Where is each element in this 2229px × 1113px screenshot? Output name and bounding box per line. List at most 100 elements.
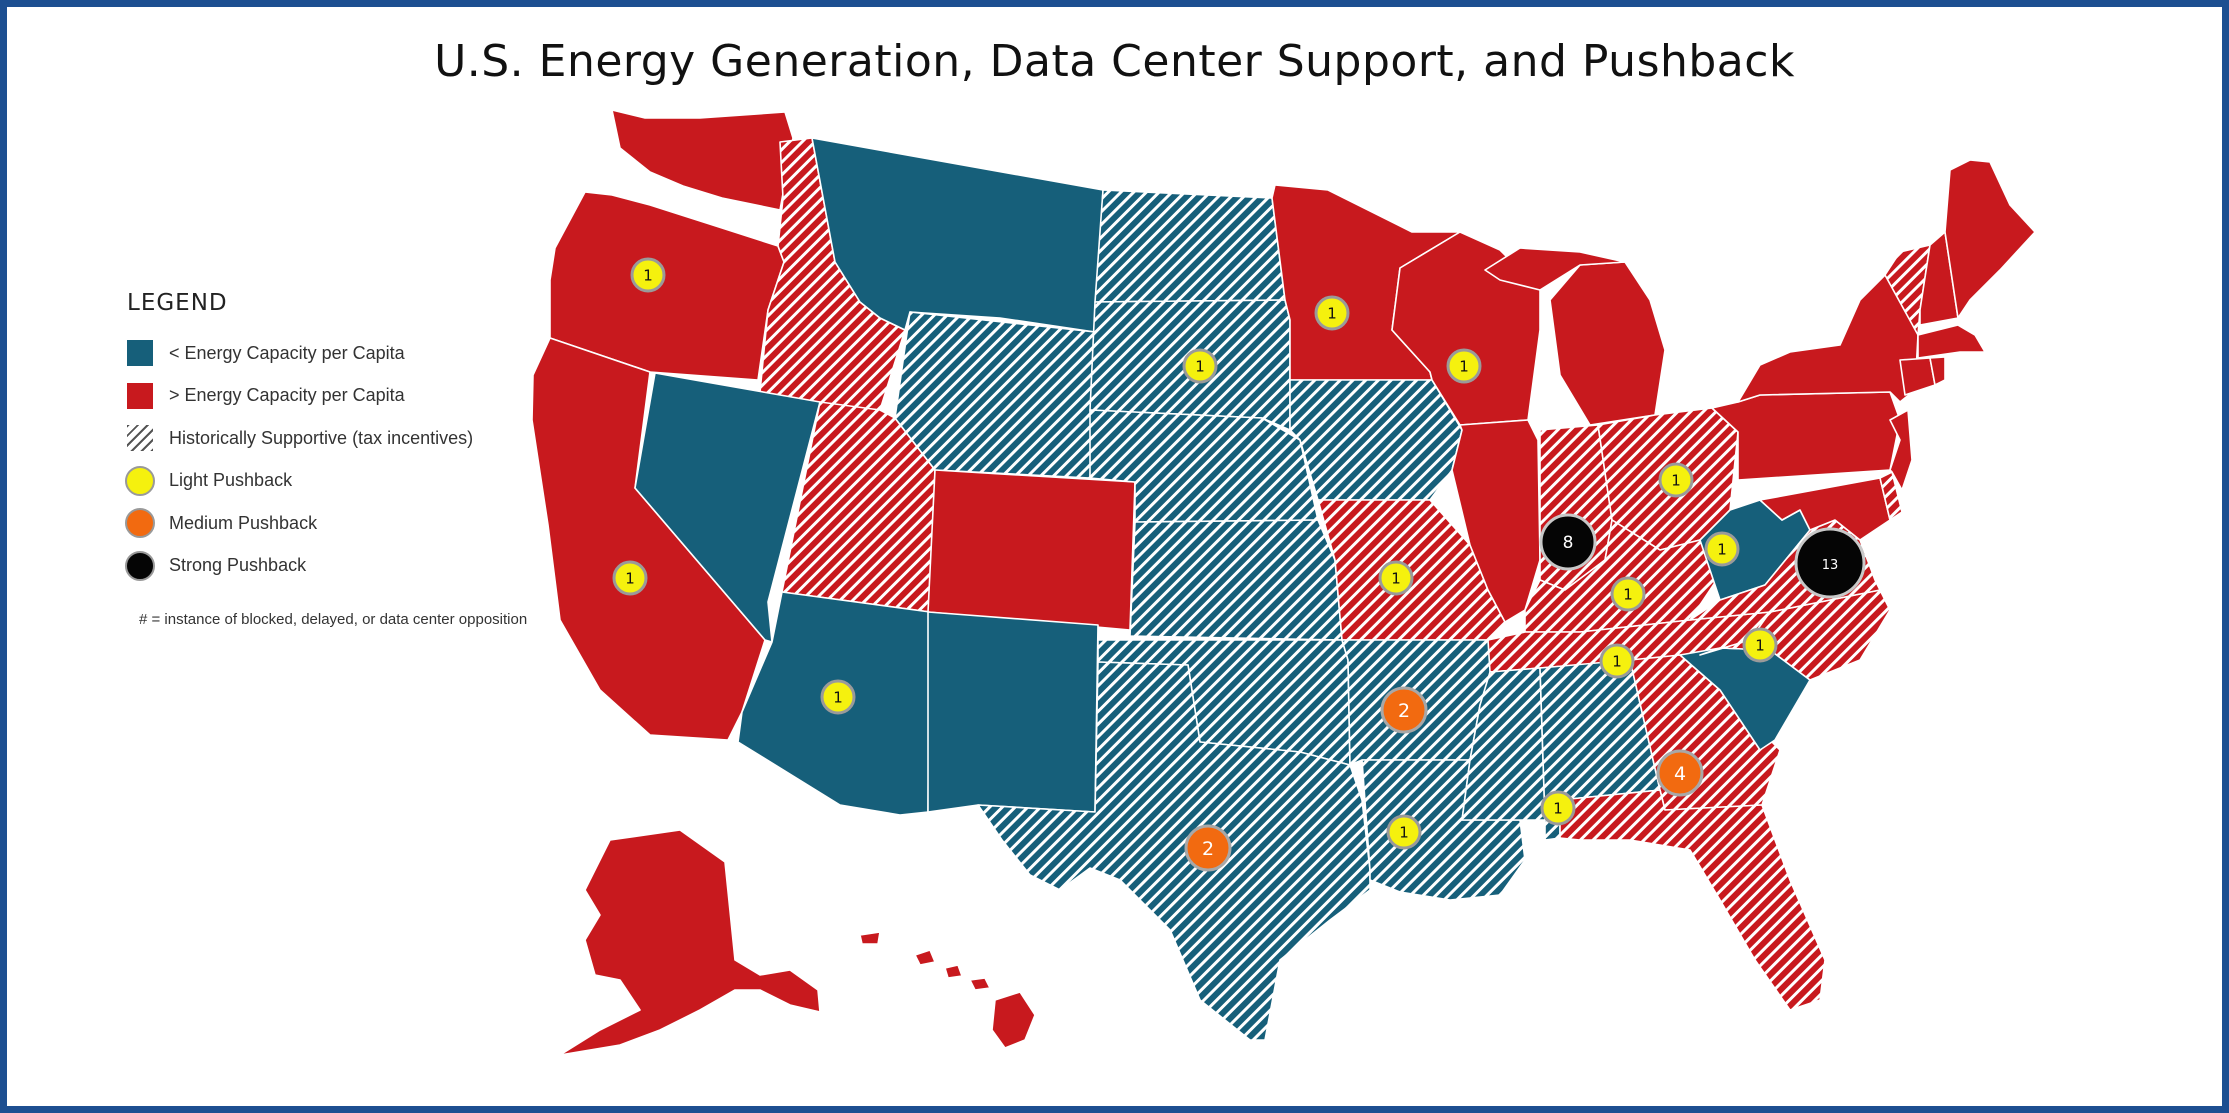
marker-count: 1 xyxy=(1399,823,1409,841)
marker-count: 2 xyxy=(1202,838,1214,860)
marker-circle xyxy=(1182,348,1218,384)
red-swatch xyxy=(127,382,153,409)
state-hawaii xyxy=(859,931,1036,1049)
blue-swatch xyxy=(127,340,153,367)
state-massachusetts xyxy=(1917,324,1986,359)
state-michigan xyxy=(1549,261,1666,426)
state-north-dakota xyxy=(1094,189,1286,303)
marker-count: 1 xyxy=(1459,357,1469,375)
marker-circle xyxy=(1539,513,1597,571)
legend-label: Historically Supportive (tax incentives) xyxy=(169,427,474,448)
marker-circle xyxy=(1658,462,1694,498)
legend-label: < Energy Capacity per Capita xyxy=(169,342,405,363)
state-florida xyxy=(1559,789,1826,1011)
state-maine xyxy=(1944,159,2036,319)
legend-item-light: Light Pushback xyxy=(125,460,547,503)
pushback-marker-kentucky: 1 xyxy=(1610,576,1646,612)
pushback-marker-georgia: 4 xyxy=(1656,749,1704,797)
legend-label: Light Pushback xyxy=(169,470,293,491)
marker-count: 1 xyxy=(1391,569,1401,587)
state-kansas xyxy=(1129,519,1343,641)
marker-count: 1 xyxy=(1612,652,1622,670)
state-texas xyxy=(977,661,1371,1041)
marker-circle xyxy=(820,679,856,715)
marker-circle xyxy=(1184,824,1232,872)
legend-item-below-capacity: < Energy Capacity per Capita xyxy=(127,332,547,375)
black-dot-swatch xyxy=(125,550,155,581)
state-michigan-up xyxy=(1484,247,1626,291)
marker-circle xyxy=(1704,531,1740,567)
marker-count: 1 xyxy=(833,688,843,706)
marker-count: 1 xyxy=(1195,357,1205,375)
marker-count: 1 xyxy=(1623,585,1633,603)
marker-count: 1 xyxy=(643,266,653,284)
marker-count: 1 xyxy=(1671,471,1681,489)
legend-heading: LEGEND xyxy=(127,290,228,316)
marker-circle xyxy=(1599,643,1635,679)
state-wyoming xyxy=(894,311,1096,479)
marker-circle xyxy=(1380,686,1428,734)
pushback-marker-missouri: 1 xyxy=(1378,560,1414,596)
legend-label: Medium Pushback xyxy=(169,512,318,533)
state-colorado xyxy=(927,469,1136,631)
state-delaware xyxy=(1879,471,1903,521)
hatch-swatch xyxy=(127,425,153,452)
marker-count: 13 xyxy=(1822,558,1839,573)
marker-circle xyxy=(1794,527,1866,599)
state-iowa xyxy=(1289,379,1463,501)
state-connecticut xyxy=(1899,357,1936,396)
pushback-marker-alabama: 1 xyxy=(1540,790,1576,826)
legend-label: Strong Pushback xyxy=(169,555,307,576)
pushback-marker-minnesota: 1 xyxy=(1314,295,1350,331)
marker-circle xyxy=(1314,295,1350,331)
legend-item-above-capacity: > Energy Capacity per Capita xyxy=(127,375,547,418)
state-new-mexico xyxy=(927,611,1099,813)
marker-count: 1 xyxy=(1553,799,1563,817)
marker-circle xyxy=(612,560,648,596)
pushback-marker-north-carolina: 1 xyxy=(1742,627,1778,663)
legend-note: # = instance of blocked, delayed, or dat… xyxy=(139,611,528,628)
legend-item-strong: Strong Pushback xyxy=(125,545,547,588)
marker-count: 8 xyxy=(1563,533,1574,553)
pushback-marker-south-dakota: 1 xyxy=(1182,348,1218,384)
marker-circle xyxy=(1656,749,1704,797)
state-mississippi xyxy=(1461,667,1546,821)
legend: LEGEND < Energy Capacity per Capita > En… xyxy=(125,290,547,630)
marker-count: 1 xyxy=(1327,304,1337,322)
marker-count: 1 xyxy=(1755,636,1765,654)
marker-circle xyxy=(1386,814,1422,850)
state-new-jersey xyxy=(1889,409,1913,491)
pushback-marker-tennessee: 1 xyxy=(1599,643,1635,679)
pushback-marker-indiana: 8 xyxy=(1539,513,1597,571)
pushback-marker-texas: 2 xyxy=(1184,824,1232,872)
pushback-marker-virginia: 13 xyxy=(1794,527,1866,599)
marker-count: 1 xyxy=(1717,540,1727,558)
marker-circle xyxy=(630,257,666,293)
legend-label: > Energy Capacity per Capita xyxy=(169,385,405,406)
yellow-dot-swatch xyxy=(125,465,155,496)
pushback-marker-west-virginia: 1 xyxy=(1704,531,1740,567)
map-title: U.S. Energy Generation, Data Center Supp… xyxy=(434,36,1795,87)
pushback-marker-california: 1 xyxy=(612,560,648,596)
marker-circle xyxy=(1742,627,1778,663)
legend-item-supportive: Historically Supportive (tax incentives) xyxy=(127,417,547,460)
marker-count: 4 xyxy=(1674,763,1686,785)
pushback-marker-ohio: 1 xyxy=(1658,462,1694,498)
orange-dot-swatch xyxy=(125,508,155,539)
pushback-marker-arizona: 1 xyxy=(820,679,856,715)
marker-count: 2 xyxy=(1398,700,1410,722)
pushback-marker-oregon: 1 xyxy=(630,257,666,293)
state-illinois xyxy=(1451,419,1541,623)
marker-count: 1 xyxy=(625,569,635,587)
pushback-marker-arkansas: 2 xyxy=(1380,686,1428,734)
marker-circle xyxy=(1540,790,1576,826)
marker-circle xyxy=(1378,560,1414,596)
marker-circle xyxy=(1610,576,1646,612)
state-alaska xyxy=(559,829,821,1056)
pushback-marker-wisconsin: 1 xyxy=(1446,348,1482,384)
state-pennsylvania xyxy=(1711,391,1901,481)
state-new-york xyxy=(1737,271,1919,403)
state-washington xyxy=(611,109,794,211)
state-rhode-island xyxy=(1929,356,1946,386)
